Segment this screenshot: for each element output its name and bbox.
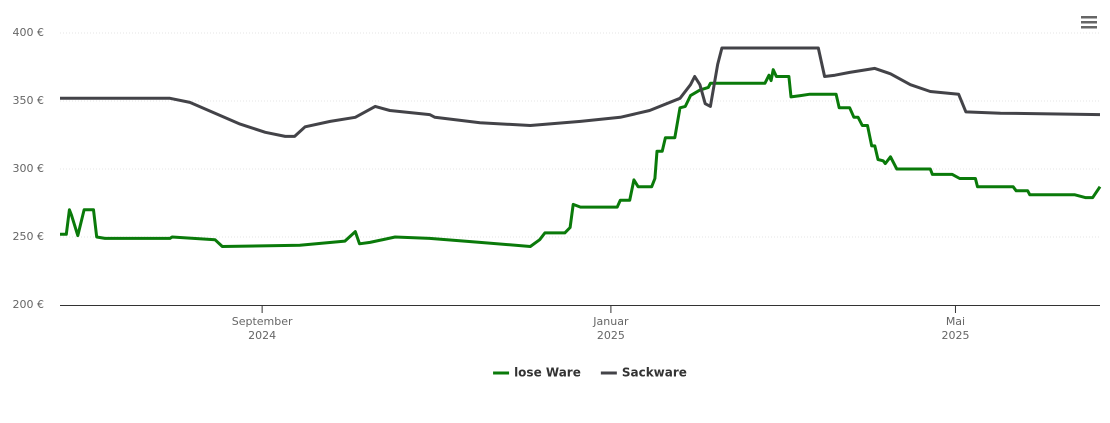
x-tick-label: 2024: [248, 329, 276, 342]
legend-label: Sackware: [622, 366, 687, 380]
y-tick-label: 200 €: [13, 298, 45, 311]
menu-bar: [1081, 26, 1097, 29]
menu-button[interactable]: [1081, 16, 1097, 29]
menu-bar: [1081, 21, 1097, 24]
x-tick-label: 2025: [597, 329, 625, 342]
menu-bar: [1081, 16, 1097, 19]
legend-label: lose Ware: [514, 366, 581, 380]
series-line: [60, 46, 1101, 138]
y-tick-label: 400 €: [13, 26, 45, 39]
x-tick-label: Januar: [592, 315, 629, 328]
x-tick-label: Mai: [946, 315, 965, 328]
series-line: [60, 68, 1102, 248]
x-tick-label: 2025: [941, 329, 969, 342]
legend-item: lose Ware: [493, 366, 581, 380]
x-tick-label: September: [232, 315, 293, 328]
legend-item: Sackware: [600, 366, 687, 380]
y-tick-label: 350 €: [13, 94, 45, 107]
y-tick-label: 250 €: [13, 230, 45, 243]
legend: lose Ware Sackware: [493, 366, 687, 380]
y-tick-label: 300 €: [13, 162, 45, 175]
